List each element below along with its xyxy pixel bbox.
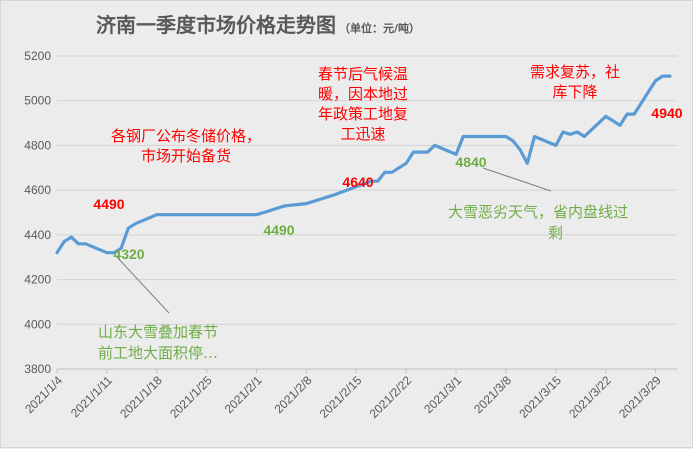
y-tick-label: 4200 — [24, 273, 51, 287]
data-label: 4490 — [93, 196, 124, 212]
series-line — [55, 74, 672, 255]
x-tick-label: 2021/2/8 — [272, 373, 315, 416]
y-tick-label: 4000 — [24, 317, 51, 331]
data-label: 4840 — [455, 154, 486, 170]
y-tick-label: 4800 — [24, 138, 51, 152]
annotation-text: 春节后气候温 — [318, 65, 408, 83]
y-tick-label: 3800 — [24, 362, 51, 376]
annotation-text: 暖，因本地过 — [318, 85, 408, 103]
y-tick-label: 4600 — [24, 183, 51, 197]
annotation-text: 库下降 — [552, 83, 597, 101]
x-tick-label: 2021/3/15 — [516, 373, 564, 421]
y-tick-label: 5000 — [24, 94, 51, 108]
annotation-text: 山东大雪叠加春节 — [98, 323, 218, 341]
x-tick-label: 2021/2/1 — [222, 373, 265, 416]
annotation-text: 前工地大面积停… — [98, 344, 218, 362]
x-tick-label: 2021/1/25 — [167, 373, 215, 421]
annotation-text: 需求复苏，社 — [530, 63, 620, 81]
x-tick-label: 2021/2/22 — [367, 373, 415, 421]
x-tick-label: 2021/2/15 — [317, 373, 365, 421]
annotation-leader-line — [115, 255, 170, 314]
y-tick-label: 5200 — [24, 49, 51, 63]
annotation-text: 剩 — [548, 224, 563, 242]
x-tick-label: 2021/3/22 — [566, 373, 614, 421]
data-label: 4640 — [342, 174, 373, 190]
x-tick-label: 2021/1/18 — [117, 373, 165, 421]
data-label: 4940 — [651, 105, 682, 121]
x-tick-label: 2021/1/11 — [68, 373, 115, 420]
chart-unit: （单位：元/吨） — [339, 21, 420, 35]
x-tick-label: 2021/3/1 — [421, 373, 464, 416]
chart-title: 济南一季度市场价格走势图 — [96, 13, 336, 37]
y-tick-label: 4400 — [24, 228, 51, 242]
x-tick-label: 2021/3/8 — [471, 373, 514, 416]
annotation-text: 各钢厂公布冬储价格， — [111, 127, 261, 145]
annotation-text: 市场开始备货 — [141, 147, 231, 165]
data-label: 4320 — [113, 246, 144, 262]
annotation-text: 工迅速 — [340, 125, 385, 143]
data-label: 4490 — [263, 222, 294, 238]
annotation-leader-line — [482, 167, 552, 192]
annotation-text: 年政策工地复 — [318, 105, 408, 123]
x-tick-label: 2021/1/4 — [22, 373, 65, 416]
x-tick-label: 2021/3/29 — [616, 373, 664, 421]
annotation-text: 大雪恶劣天气，省内盘线过 — [448, 203, 628, 221]
